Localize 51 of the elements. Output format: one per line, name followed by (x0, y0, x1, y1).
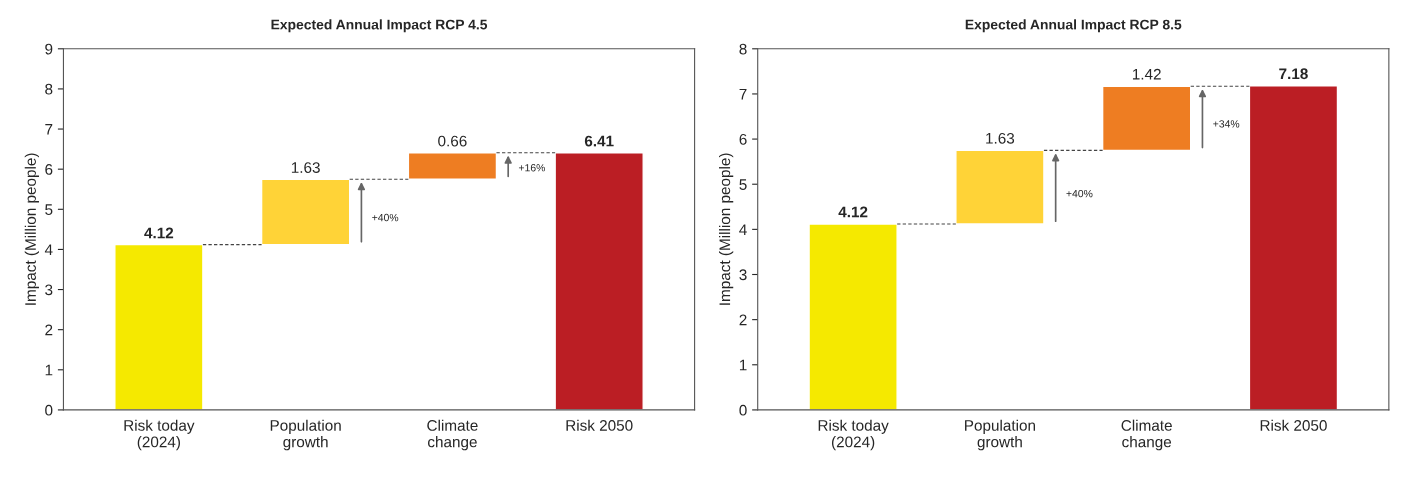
x-tick-label: Risk today (2024) (124, 419, 195, 451)
y-tick-label: 2 (45, 324, 53, 336)
y-axis-title: Impact (Million people) (24, 153, 39, 305)
y-tick-label: 4 (739, 224, 747, 235)
x-tick-label: Climate change (427, 419, 478, 451)
y-tick-label: 2 (739, 314, 747, 326)
bar (808, 223, 898, 410)
chart-title: Expected Annual Impact RCP 4.5 (271, 19, 488, 33)
data-label: 1.42 (1132, 68, 1161, 80)
x-tick-label: Risk 2050 (566, 419, 633, 431)
data-label: 1.63 (986, 132, 1015, 144)
bar (1248, 85, 1339, 410)
bar (114, 243, 204, 410)
bar (1101, 85, 1192, 152)
y-tick-label: 8 (739, 43, 747, 55)
data-label: 1.63 (291, 162, 320, 173)
bar (260, 178, 351, 246)
y-tick-label: 7 (739, 88, 747, 100)
y-tick-label: 0 (45, 404, 53, 416)
y-tick-label: 3 (739, 269, 747, 281)
bar (554, 152, 644, 410)
data-label: 4.12 (144, 227, 174, 239)
x-tick-label: Climate change (1121, 419, 1172, 451)
y-tick-label: 0 (739, 404, 747, 416)
data-label: 7.18 (1279, 68, 1308, 80)
y-axis-title: Impact (Million people) (719, 153, 734, 305)
data-label: 0.66 (438, 135, 467, 147)
annotation: +40% (372, 213, 399, 222)
y-tick-label: 9 (45, 43, 53, 55)
y-tick-label: 3 (45, 284, 53, 296)
data-label: 6.41 (584, 135, 614, 147)
bar (955, 149, 1045, 225)
x-tick-label: Risk 2050 (1260, 419, 1327, 431)
x-tick-label: Population growth (270, 419, 341, 451)
annotation: +34% (1213, 120, 1240, 128)
y-tick-label: 6 (739, 133, 747, 145)
data-label: 4.12 (838, 206, 868, 218)
y-tick-label: 6 (45, 164, 53, 175)
y-tick-label: 5 (45, 204, 53, 215)
y-tick-label: 7 (45, 124, 53, 135)
x-tick-label: Population growth (965, 419, 1035, 451)
x-tick-label: Risk today (2024) (818, 419, 889, 451)
y-tick-label: 8 (45, 83, 53, 95)
annotation: +16% (518, 164, 546, 172)
y-tick-label: 1 (739, 359, 747, 371)
y-tick-label: 5 (739, 179, 747, 190)
chart-title: Expected Annual Impact RCP 8.5 (965, 19, 1182, 33)
annotation: +40% (1066, 189, 1093, 198)
bar (407, 152, 498, 180)
y-tick-label: 1 (45, 364, 53, 376)
y-tick-label: 4 (44, 244, 53, 255)
